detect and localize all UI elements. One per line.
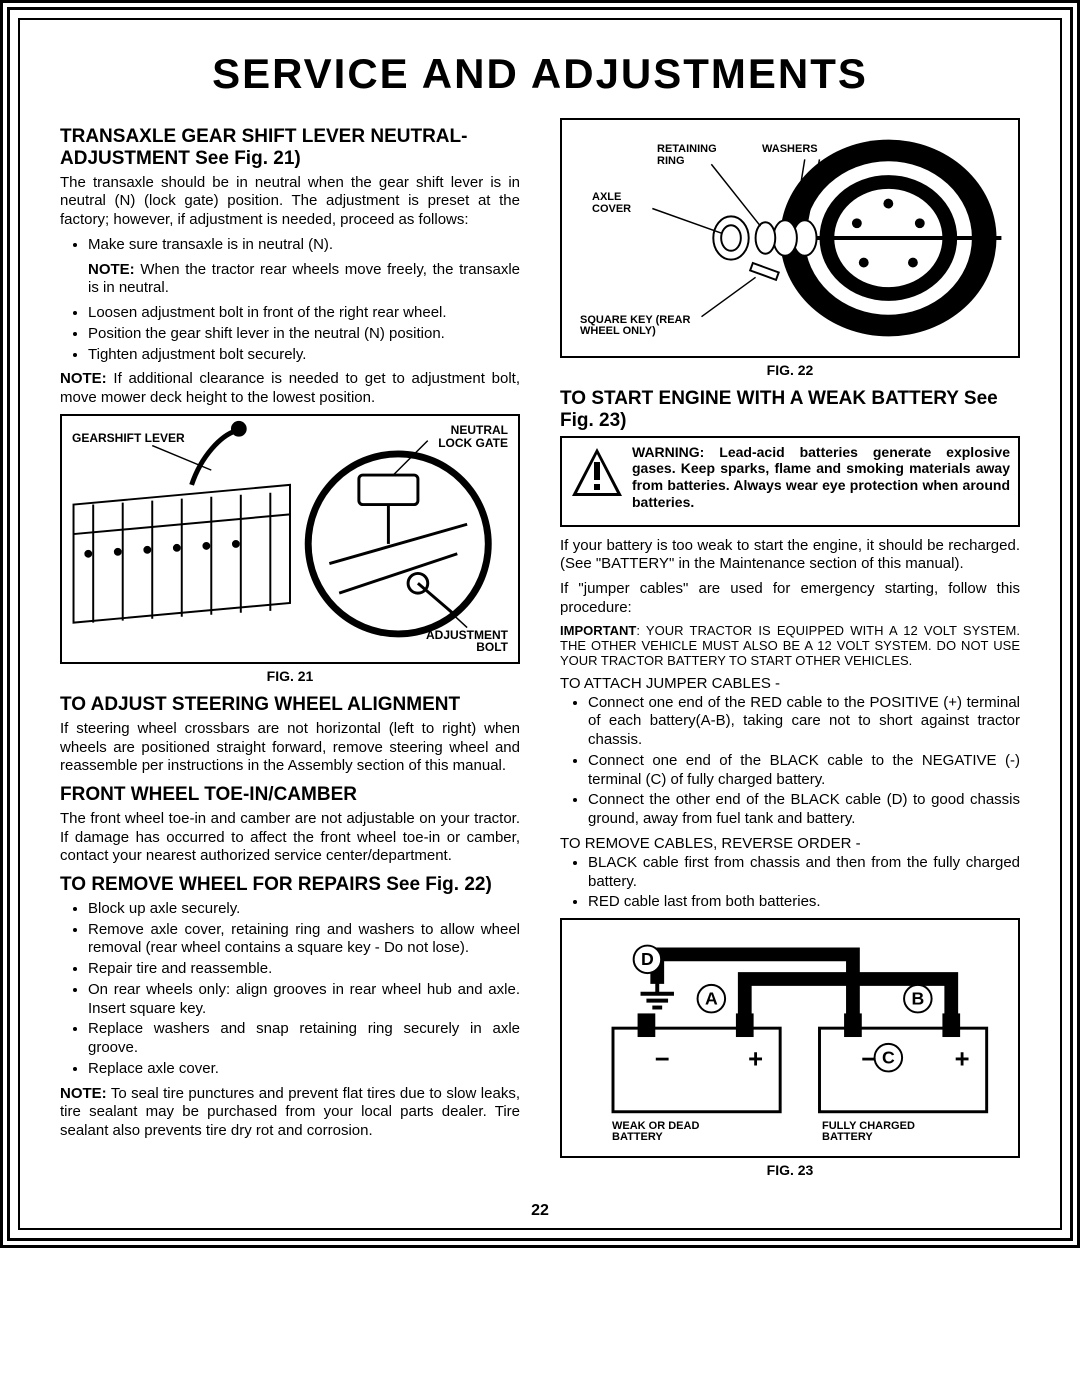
figure-23: −+ −+ [560,918,1020,1158]
para-jumper-proc: If "jumper cables" are used for emergenc… [560,580,1020,618]
label-adjustment-bolt: ADJUSTMENT BOLT [426,629,508,654]
manual-page: Service And Adjustments TRANSAXLE GEAR S… [0,0,1080,1248]
svg-text:−: − [655,1046,670,1074]
figure-22-caption: FIG. 22 [560,362,1020,378]
sub-attach: TO ATTACH JUMPER CABLES - [560,675,1020,692]
para-recharge: If your battery is too weak to start the… [560,537,1020,575]
list-item: Make sure transaxle is in neutral (N). [88,236,520,255]
note-sealant: NOTE: To seal tire punctures and prevent… [60,1085,520,1141]
list-remove: BLACK cable first from chassis and then … [560,854,1020,912]
label-washers: WASHERS [762,144,818,156]
label-neutral-lockgate: NEUTRAL LOCK GATE [438,424,508,449]
list-item: Block up axle securely. [88,900,520,919]
label-square-key: SQUARE KEY (REAR WHEEL ONLY) [580,315,690,338]
page-number: 22 [10,1202,1070,1220]
list-item: Connect the other end of the BLACK cable… [588,791,1020,829]
figure-22: RETAINING RING WASHERS AXLE COVER SQUARE… [560,118,1020,358]
label-full-battery: FULLY CHARGED BATTERY [822,1121,915,1144]
page-title: Service And Adjustments [60,50,1020,98]
list-item: Replace axle cover. [88,1060,520,1079]
heading-weak-battery: TO START ENGINE WITH A WEAK BATTERY See … [560,388,1020,432]
para-transaxle-intro: The transaxle should be in neutral when … [60,174,520,230]
sub-remove: TO REMOVE CABLES, REVERSE ORDER - [560,835,1020,852]
label-retaining-ring: RETAINING RING [657,144,717,167]
list-item: RED cable last from both batteries. [588,893,1020,912]
svg-text:B: B [911,989,924,1009]
list-item: On rear wheels only: align grooves in re… [88,981,520,1019]
heading-remove-wheel: TO REMOVE WHEEL FOR REPAIRS See Fig. 22) [60,874,520,896]
svg-text:+: + [748,1046,763,1074]
svg-text:A: A [705,989,718,1009]
svg-text:D: D [641,949,654,969]
list-item: Connect one end of the RED cable to the … [588,694,1020,750]
note-lead: NOTE: [88,261,135,278]
warning-text: WARNING: Lead-acid batteries generate ex… [632,444,1010,511]
note-body: To seal tire punctures and prevent flat … [60,1085,520,1140]
svg-text:+: + [955,1046,970,1074]
note-neutral-free: NOTE: When the tractor rear wheels move … [60,261,520,299]
list-item: Replace washers and snap retaining ring … [88,1020,520,1058]
note-body: When the tractor rear wheels move freely… [88,261,520,297]
warning-icon [570,446,624,500]
list-neutral-2: Loosen adjustment bolt in front of the r… [60,304,520,364]
svg-text:C: C [882,1048,895,1068]
label-axle-cover: AXLE COVER [592,192,631,215]
note-clearance: NOTE: If additional clearance is needed … [60,370,520,408]
note-lead: NOTE: [60,370,107,387]
warning-lead: WARNING [632,444,700,460]
list-item: BLACK cable first from chassis and then … [588,854,1020,892]
list-item: Remove axle cover, retaining ring and wa… [88,921,520,959]
note-lead: NOTE: [60,1085,107,1102]
para-important: IMPORTANT: YOUR TRACTOR IS EQUIPPED WITH… [560,624,1020,669]
list-item: Tighten adjustment bolt securely. [88,346,520,365]
figure-21: GEARSHIFT LEVER NEUTRAL LOCK GATE ADJUST… [60,414,520,664]
list-remove-wheel: Block up axle securely. Remove axle cove… [60,900,520,1079]
list-item: Position the gear shift lever in the neu… [88,325,520,344]
list-item: Loosen adjustment bolt in front of the r… [88,304,520,323]
heading-steering-align: TO ADJUST STEERING WHEEL ALIGNMENT [60,694,520,716]
label-weak-battery: WEAK OR DEAD BATTERY [612,1121,699,1144]
left-column: TRANSAXLE GEAR SHIFT LEVER NEUTRAL-ADJUS… [60,118,520,1188]
list-neutral-1: Make sure transaxle is in neutral (N). [60,236,520,255]
heading-transaxle: TRANSAXLE GEAR SHIFT LEVER NEUTRAL-ADJUS… [60,126,520,170]
important-lead: IMPORTANT [560,623,636,638]
list-item: Repair tire and reassemble. [88,960,520,979]
para-steering-align: If steering wheel crossbars are not hori… [60,720,520,776]
figure-21-svg [62,416,518,662]
note-body: If additional clearance is needed to get… [60,370,520,406]
figure-23-caption: FIG. 23 [560,1162,1020,1178]
right-column: RETAINING RING WASHERS AXLE COVER SQUARE… [560,118,1020,1188]
list-attach: Connect one end of the RED cable to the … [560,694,1020,829]
warning-box: WARNING: Lead-acid batteries generate ex… [560,436,1020,527]
columns: TRANSAXLE GEAR SHIFT LEVER NEUTRAL-ADJUS… [60,118,1020,1188]
figure-21-caption: FIG. 21 [60,668,520,684]
list-item: Connect one end of the BLACK cable to th… [588,752,1020,790]
para-toein: The front wheel toe-in and camber are no… [60,810,520,866]
label-gearshift: GEARSHIFT LEVER [72,432,185,445]
heading-toein: FRONT WHEEL TOE-IN/CAMBER [60,784,520,806]
